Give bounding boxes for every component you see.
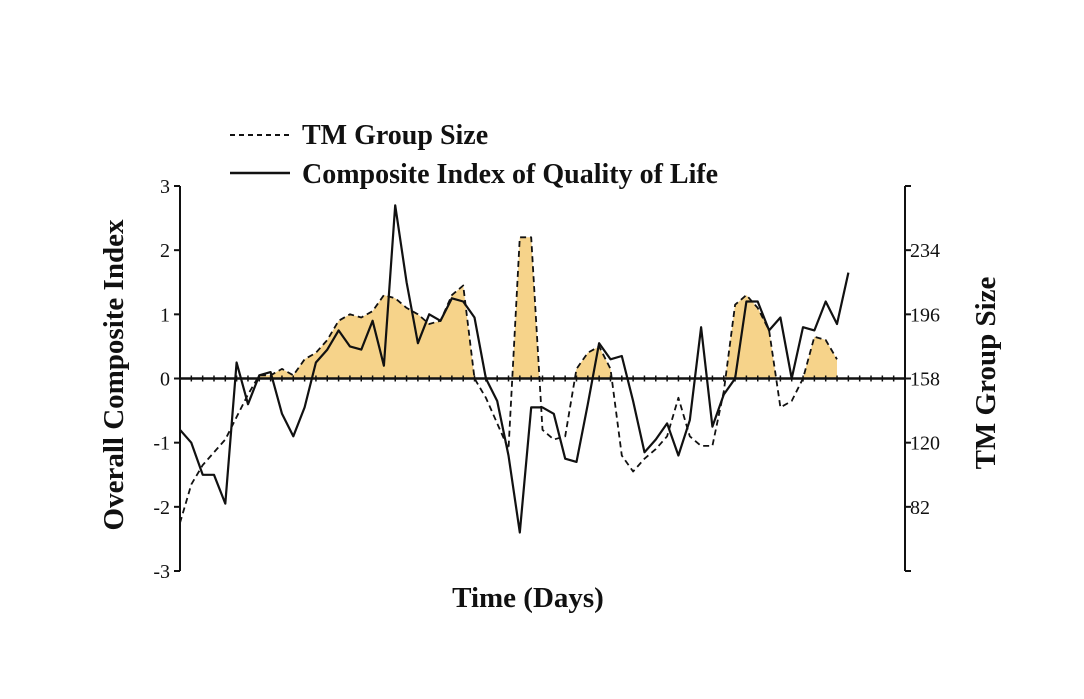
positive-area-3 — [725, 295, 777, 379]
right-tick-label: 196 — [910, 304, 940, 326]
right-tick-label: 234 — [910, 240, 940, 262]
positive-area-fills — [257, 237, 837, 379]
tm-group-size-line — [179, 236, 838, 524]
left-tick-label: -3 — [153, 561, 170, 583]
right-axis-title: TM Group Size — [970, 276, 1002, 469]
left-tick-label: 1 — [160, 304, 170, 326]
left-axis-title: Overall Composite Index — [98, 219, 130, 530]
right-axis-ticks: 234 196 158 120 82 — [905, 185, 940, 572]
left-axis-ticks: 3 2 1 0 -1 -2 -3 — [153, 176, 180, 583]
left-tick-label: -1 — [153, 433, 170, 455]
x-axis-title: Time (Days) — [452, 582, 604, 614]
right-tick-label: 120 — [910, 433, 940, 455]
positive-area-4 — [803, 336, 837, 379]
composite-index-line — [179, 204, 850, 534]
positive-area-1 — [512, 237, 540, 379]
left-tick-label: 0 — [160, 369, 170, 391]
legend-label-tm-group-size: TM Group Size — [302, 120, 488, 151]
legend-label-composite-index: Composite Index of Quality of Life — [302, 159, 718, 190]
legend: TM Group Size Composite Index of Quality… — [230, 120, 718, 190]
positive-area-0 — [257, 285, 475, 379]
right-tick-label: 158 — [910, 369, 940, 391]
series-lines — [179, 204, 850, 534]
axes — [179, 186, 906, 571]
left-tick-label: -2 — [153, 497, 170, 519]
left-tick-label: 2 — [160, 240, 170, 262]
left-tick-label: 3 — [160, 176, 170, 198]
right-tick-label: 82 — [910, 497, 930, 519]
